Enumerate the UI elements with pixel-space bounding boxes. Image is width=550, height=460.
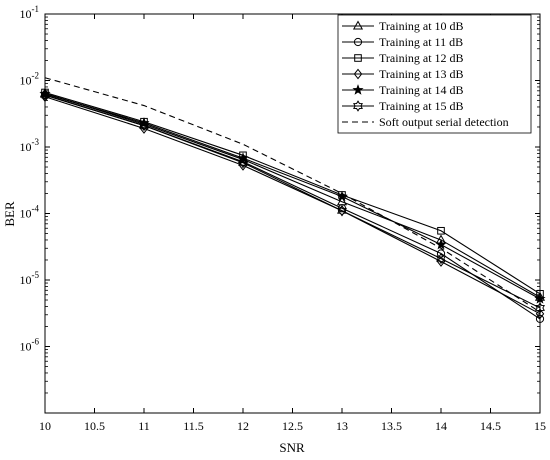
legend: Training at 10 dB Training at 11 dB Traini… <box>337 14 532 134</box>
data-point <box>435 238 447 250</box>
y-tick-exponent: -6 <box>32 337 40 347</box>
y-tick-exponent: -2 <box>32 71 40 81</box>
y-tick-base: 10 <box>20 273 32 287</box>
data-point <box>535 314 545 324</box>
series-line <box>44 94 541 309</box>
axis-ticks: 10 10.5 11 11.5 12 12.5 13 13.5 14 14.5 1510-610-5… <box>20 4 547 433</box>
y-tick-label: 10-6 <box>20 337 40 354</box>
y-tick-label: 10-5 <box>20 270 40 287</box>
x-tick-label: 11.5 <box>183 419 204 433</box>
y-tick-exponent: -1 <box>32 4 40 14</box>
series-6 <box>44 77 541 313</box>
x-tick-label: 13 <box>336 419 348 433</box>
data-point <box>139 119 149 132</box>
data-point <box>436 252 446 265</box>
data-point <box>40 89 50 101</box>
legend-label: Training at 10 dB <box>379 19 464 33</box>
x-tick-label: 12 <box>237 419 249 433</box>
legend-label: Training at 15 dB <box>379 99 464 113</box>
legend-marker <box>352 84 364 95</box>
y-tick-label: 10-3 <box>20 137 40 154</box>
x-axis-title: SNR <box>279 440 305 455</box>
series-layer <box>39 77 546 324</box>
y-tick-label: 10-1 <box>20 4 40 21</box>
legend-marker <box>354 54 362 62</box>
data-point <box>535 302 545 314</box>
y-tick-base: 10 <box>20 7 32 21</box>
y-tick-base: 10 <box>20 207 32 221</box>
y-axis-title: BER <box>2 201 17 227</box>
y-tick-base: 10 <box>20 140 32 154</box>
data-point <box>437 226 445 235</box>
series-line <box>44 77 541 313</box>
series-line <box>44 91 541 295</box>
series-line <box>44 93 541 300</box>
x-tick-label: 10.5 <box>84 419 105 433</box>
x-tick-label: 13.5 <box>381 419 402 433</box>
y-tick-label: 10-2 <box>20 71 40 88</box>
data-point <box>337 205 347 217</box>
y-tick-exponent: -4 <box>32 204 40 214</box>
series-line <box>44 96 541 315</box>
data-point <box>238 156 248 169</box>
legend-marker <box>352 20 364 30</box>
y-tick-base: 10 <box>20 340 32 354</box>
legend-label: Training at 14 dB <box>379 83 464 97</box>
y-tick-label: 10-4 <box>20 204 40 221</box>
legend-label: Training at 12 dB <box>379 51 464 65</box>
series-line <box>44 92 541 298</box>
x-tick-label: 10 <box>39 419 51 433</box>
legend-marker <box>353 68 363 80</box>
legend-marker <box>353 100 363 112</box>
data-point <box>535 308 545 320</box>
legend-marker <box>353 37 363 47</box>
x-tick-label: 15 <box>534 419 546 433</box>
y-tick-exponent: -3 <box>32 137 40 147</box>
y-tick-exponent: -5 <box>32 270 40 280</box>
y-tick-base: 10 <box>20 74 32 88</box>
x-tick-label: 11 <box>138 419 150 433</box>
legend-label: Soft output serial detection <box>379 115 509 129</box>
legend-label: Training at 11 dB <box>379 35 463 49</box>
legend-label: Training at 13 dB <box>379 67 464 81</box>
series-5 <box>40 89 545 314</box>
x-tick-label: 14.5 <box>480 419 501 433</box>
x-tick-label: 14 <box>435 419 447 433</box>
data-point <box>534 293 546 304</box>
x-tick-label: 12.5 <box>282 419 303 433</box>
